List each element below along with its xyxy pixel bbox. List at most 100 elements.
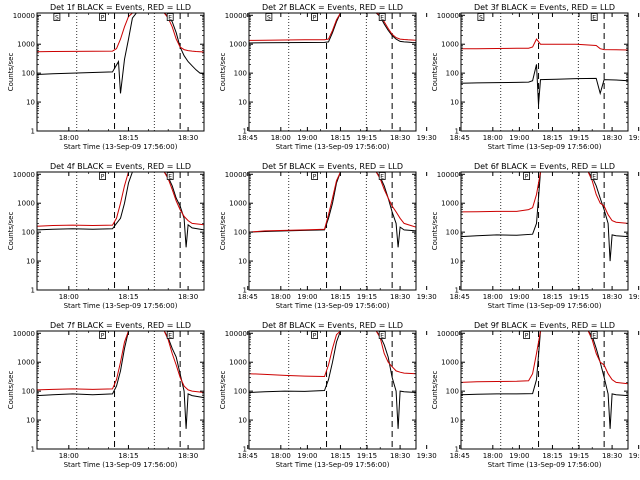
x-axis-label: Start Time (13-Sep-09 17:56:00) xyxy=(276,461,390,469)
plot-frame xyxy=(36,12,205,132)
peak-marker-label: P xyxy=(101,15,105,22)
plot-area xyxy=(37,13,204,131)
end-marker-label: E xyxy=(168,333,172,340)
y-axis-label: Counts/sec xyxy=(7,53,15,92)
x-tick-label: 18:15 xyxy=(330,134,350,142)
y-tick-label: 1000 xyxy=(17,359,35,367)
y-tick-label: 100 xyxy=(22,388,35,396)
end-marker: E xyxy=(378,331,386,340)
lld-series-line xyxy=(37,13,204,53)
end-marker-label: E xyxy=(592,174,596,181)
chart-title: Det 6f BLACK = Events, RED = LLD xyxy=(474,162,615,171)
end-marker: E xyxy=(590,13,598,22)
plot-frame xyxy=(36,330,205,450)
y-tick-label: 1 xyxy=(31,128,35,136)
chart-panel-7: Det 7f BLACK = Events, RED = LLD 1 10 100 10… xyxy=(7,321,437,469)
peak-marker-label: P xyxy=(313,15,317,22)
plot-frame xyxy=(248,12,417,132)
start-marker: S xyxy=(53,13,61,22)
x-tick-label: 18:30 xyxy=(178,452,198,460)
y-tick-label: 1000 xyxy=(17,41,35,49)
y-tick-label: 1000 xyxy=(229,41,247,49)
peak-marker-box xyxy=(99,172,107,180)
y-tick-label: 10 xyxy=(238,417,247,425)
end-marker-label: E xyxy=(380,333,384,340)
chart-panel-5: Det 5f BLACK = Events, RED = LLD 1 10 100 10… xyxy=(219,162,640,310)
chart-title: Det 7f BLACK = Events, RED = LLD xyxy=(50,321,191,330)
peak-marker-label: P xyxy=(525,333,529,340)
peak-marker-box xyxy=(523,172,531,180)
peak-marker-label: P xyxy=(313,333,317,340)
y-tick-label: 100 xyxy=(22,70,35,78)
peak-marker-box xyxy=(99,13,107,21)
x-tick-label: 18:45 xyxy=(450,293,470,301)
peak-marker: P xyxy=(523,172,531,181)
y-axis-label: Counts/sec xyxy=(7,371,15,410)
plot-frame xyxy=(248,171,417,291)
y-tick-label: 100 xyxy=(446,70,459,78)
peak-marker-label: P xyxy=(101,174,105,181)
start-marker-box xyxy=(477,13,485,21)
chart-panel-3: Det 3f BLACK = Events, RED = LLD 1 10 100 10… xyxy=(431,3,629,151)
peak-marker: P xyxy=(523,331,531,340)
start-marker-label: S xyxy=(267,15,271,22)
x-tick-label: 18:30 xyxy=(390,452,410,460)
x-tick-label: 18:00 xyxy=(59,293,79,301)
y-tick-label: 10 xyxy=(26,417,35,425)
y-tick-label: 1000 xyxy=(441,200,459,208)
x-tick-label: 19:30 xyxy=(417,452,437,460)
x-tick-label: 19:15 xyxy=(569,452,589,460)
plot-frame xyxy=(36,171,205,291)
peak-marker-label: P xyxy=(101,333,105,340)
end-marker-box xyxy=(378,172,386,180)
y-tick-label: 10000 xyxy=(13,171,35,179)
x-tick-label: 18:15 xyxy=(330,293,350,301)
peak-marker: P xyxy=(311,331,319,340)
x-tick-label: 18:15 xyxy=(330,452,350,460)
x-tick-label: 18:30 xyxy=(390,293,410,301)
y-tick-label: 10000 xyxy=(437,171,459,179)
events-series-line xyxy=(461,331,628,429)
plot-frame xyxy=(460,330,629,450)
x-axis-label: Start Time (13-Sep-09 17:56:00) xyxy=(488,461,602,469)
plot-area xyxy=(249,331,416,449)
events-series-line xyxy=(249,13,416,44)
y-axis-label: Counts/sec xyxy=(431,212,439,251)
y-tick-label: 10 xyxy=(450,258,459,266)
y-tick-label: 100 xyxy=(446,388,459,396)
x-tick-label: 19:15 xyxy=(357,452,377,460)
peak-marker: P xyxy=(99,13,107,22)
peak-marker-box xyxy=(311,13,319,21)
x-axis-label: Start Time (13-Sep-09 17:56:00) xyxy=(64,143,178,151)
x-tick-label: 19:30 xyxy=(629,293,640,301)
events-series-line xyxy=(37,331,204,429)
x-tick-label: 18:45 xyxy=(450,134,470,142)
peak-marker-box xyxy=(99,331,107,339)
x-tick-label: 18:15 xyxy=(542,134,562,142)
x-tick-label: 19:00 xyxy=(509,452,529,460)
x-tick-label: 18:00 xyxy=(271,134,291,142)
x-axis-label: Start Time (13-Sep-09 17:56:00) xyxy=(488,143,602,151)
plot-area xyxy=(461,172,628,290)
chart-title: Det 5f BLACK = Events, RED = LLD xyxy=(262,162,403,171)
chart-title: Det 1f BLACK = Events, RED = LLD xyxy=(50,3,191,12)
chart-panel-9: Det 9f BLACK = Events, RED = LLD 1 10 100 10… xyxy=(431,321,629,469)
end-marker-label: E xyxy=(380,15,384,22)
end-marker: E xyxy=(166,13,174,22)
plot-area xyxy=(37,331,204,449)
end-marker-box xyxy=(166,172,174,180)
y-tick-label: 10000 xyxy=(225,12,247,20)
events-series-line xyxy=(37,172,204,248)
x-tick-label: 18:45 xyxy=(450,452,470,460)
x-tick-label: 18:30 xyxy=(602,452,622,460)
plot-area xyxy=(461,331,628,449)
end-marker-label: E xyxy=(168,15,172,22)
y-tick-label: 100 xyxy=(234,388,247,396)
x-tick-label: 19:30 xyxy=(629,134,640,142)
peak-marker: P xyxy=(99,172,107,181)
chart-panel-6: Det 6f BLACK = Events, RED = LLD 1 10 100 10… xyxy=(431,162,629,310)
end-marker: E xyxy=(378,172,386,181)
y-tick-label: 1000 xyxy=(229,359,247,367)
x-tick-label: 18:30 xyxy=(602,134,622,142)
y-tick-label: 1 xyxy=(31,287,35,295)
